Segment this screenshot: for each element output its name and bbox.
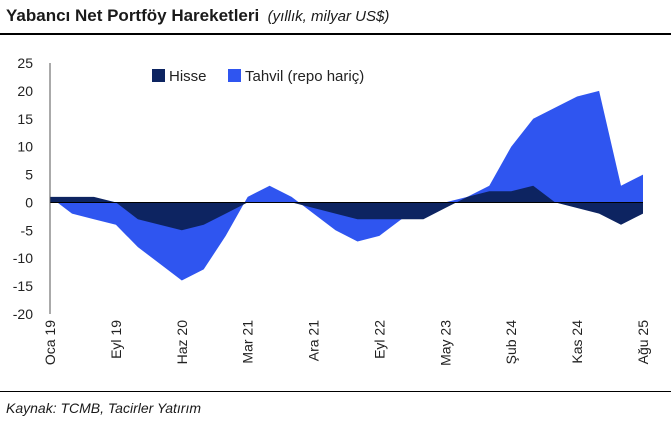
legend: Hisse Tahvil (repo hariç) bbox=[152, 68, 364, 85]
y-tick-label: -20 bbox=[13, 306, 33, 322]
y-tick-label: 0 bbox=[25, 194, 33, 210]
title-divider bbox=[0, 33, 671, 35]
x-tick-label: Haz 20 bbox=[174, 320, 190, 365]
y-tick-label: 15 bbox=[17, 111, 33, 127]
x-tick-label: Eyl 22 bbox=[371, 320, 387, 359]
series-layer bbox=[50, 90, 643, 281]
axis-layer: 25 20 15 10 5 0 -5 -10 -15 -20 Oca 19 Eyl 19 Haz 20 M… bbox=[13, 55, 651, 366]
chart-title: Yabancı Net Portföy Hareketleri bbox=[6, 6, 260, 25]
legend-tahvil-label: Tahvil (repo hariç) bbox=[245, 68, 364, 85]
y-tick-label: -15 bbox=[13, 278, 33, 294]
x-tick-label: Mar 21 bbox=[240, 320, 256, 364]
y-tick-label: 10 bbox=[17, 139, 33, 155]
x-tick-label: Ağu 25 bbox=[635, 320, 651, 365]
x-tick-label: Eyl 19 bbox=[108, 320, 124, 359]
legend-tahvil-swatch bbox=[228, 69, 241, 82]
x-tick-label: May 23 bbox=[437, 320, 453, 366]
x-tick-label: Kas 24 bbox=[569, 320, 585, 364]
chart-title-block: Yabancı Net Portföy Hareketleri (yıllık,… bbox=[6, 6, 389, 26]
y-tick-label: 5 bbox=[25, 167, 33, 183]
chart-subtitle: (yıllık, milyar US$) bbox=[267, 8, 390, 25]
x-tick-label: Ara 21 bbox=[306, 320, 322, 361]
hisse-area bbox=[50, 185, 643, 231]
footer-divider bbox=[0, 391, 671, 392]
legend-hisse-swatch bbox=[152, 69, 165, 82]
y-tick-label: 25 bbox=[17, 55, 33, 71]
y-tick-label: 20 bbox=[17, 83, 33, 99]
tahvil-area bbox=[50, 90, 643, 281]
chart-area: 25 20 15 10 5 0 -5 -10 -15 -20 Oca 19 Eyl 19 Haz 20 M… bbox=[13, 55, 651, 366]
y-tick-label: -10 bbox=[13, 250, 33, 266]
x-tick-label: Oca 19 bbox=[42, 320, 58, 365]
legend-hisse-label: Hisse bbox=[169, 68, 207, 85]
y-tick-label: -5 bbox=[21, 222, 34, 238]
source-note: Kaynak: TCMB, Tacirler Yatırım bbox=[6, 400, 202, 416]
x-tick-label: Şub 24 bbox=[503, 320, 519, 365]
